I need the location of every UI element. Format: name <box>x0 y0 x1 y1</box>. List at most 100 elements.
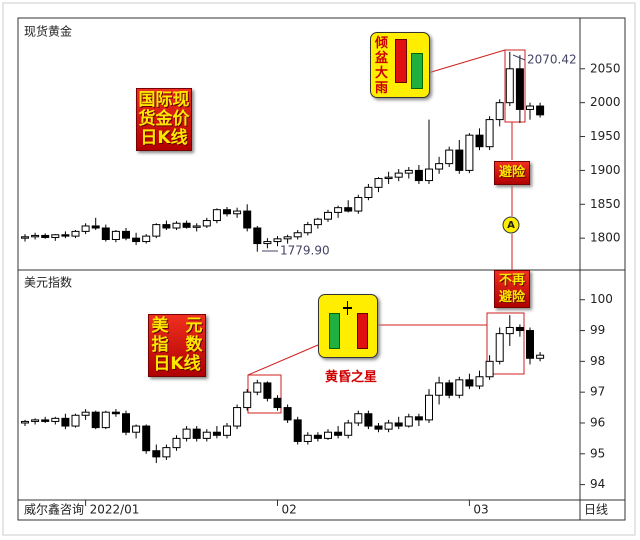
candle-body <box>526 105 534 110</box>
candle-body <box>61 417 70 427</box>
y-tick-label: 1950 <box>590 129 621 143</box>
candle-body <box>495 333 504 362</box>
candle-body <box>21 236 29 239</box>
candle-body <box>101 227 110 241</box>
candle-body <box>344 422 353 436</box>
candle-body <box>91 225 100 229</box>
y-tick-label: 97 <box>590 385 605 399</box>
candle-body <box>263 241 272 245</box>
candle-body <box>212 209 221 222</box>
candle-body <box>435 382 444 396</box>
period: 日线 <box>584 503 608 517</box>
price-annotation: 1779.90 <box>280 244 330 258</box>
rain-char: 大 <box>375 66 389 81</box>
candle-body <box>485 360 494 378</box>
candle-body <box>485 119 494 148</box>
candle-body <box>404 169 413 174</box>
candle-body <box>536 105 545 116</box>
candle-body <box>132 425 141 433</box>
y-tick-label: 95 <box>590 446 605 460</box>
candle-body <box>495 102 504 121</box>
candle-body <box>414 169 423 182</box>
label-line: 不再 <box>498 273 525 288</box>
candle-body <box>71 230 80 237</box>
rain-char: 倾 <box>375 36 389 51</box>
candle-body <box>101 411 110 429</box>
candle-body <box>354 413 363 424</box>
y-tick-label: 98 <box>590 354 605 368</box>
panel-title: 现货黄金 <box>24 24 72 39</box>
panel-title: 美元指数 <box>24 275 72 290</box>
candle-body <box>41 419 50 422</box>
candle-body <box>384 422 393 430</box>
label-line: 国际现 <box>138 90 190 110</box>
label-line: 日K线 <box>140 128 188 148</box>
candle-body <box>414 416 423 421</box>
annotation-leader <box>512 54 526 61</box>
candle-body <box>364 413 373 427</box>
candle-body <box>445 149 454 165</box>
y-tick-label: 94 <box>590 477 605 491</box>
candle-body <box>374 425 383 430</box>
candle-body <box>293 419 302 442</box>
callout-lines <box>247 49 526 414</box>
x-tick-label: 03 <box>473 503 488 517</box>
candle-body <box>111 230 120 241</box>
candle-body <box>324 431 332 439</box>
label-line: 美 元 <box>151 316 203 336</box>
candle-body <box>505 68 514 104</box>
candle-body <box>364 186 373 199</box>
candle-body <box>334 207 343 213</box>
x-tick-label: 02 <box>282 503 297 517</box>
candle-body <box>384 176 393 180</box>
candle-body <box>71 414 80 427</box>
candle-body <box>313 218 322 226</box>
candle-body <box>313 434 322 439</box>
dollar-label: 美 元 指 数 日K线 <box>148 314 206 377</box>
candle-body <box>223 209 231 215</box>
label-line: 货金价 <box>138 109 190 129</box>
candle-body <box>51 417 60 422</box>
candle-body <box>91 411 100 429</box>
candle-body <box>293 232 302 238</box>
candle-body <box>202 220 211 227</box>
candle-body <box>394 172 403 178</box>
candle-body <box>31 419 40 422</box>
candle-body <box>81 225 90 232</box>
candle-body <box>192 225 201 228</box>
candle-body <box>122 413 130 433</box>
candle-body <box>253 382 262 393</box>
candle-body <box>505 326 514 335</box>
candle-body <box>223 425 231 436</box>
candle-body <box>283 236 292 240</box>
candle-body <box>465 379 474 387</box>
candle-body <box>263 382 272 399</box>
candle-body <box>515 68 524 110</box>
candle-body <box>354 197 363 212</box>
label-line: 指 数 <box>151 335 203 355</box>
candle-body <box>334 431 343 436</box>
candle-body <box>152 450 161 458</box>
candle-body <box>122 230 130 239</box>
no-safe-haven: 不再 避险 <box>494 270 530 308</box>
candle-body <box>303 224 312 234</box>
candle-body <box>162 447 171 458</box>
candle-body <box>283 407 292 421</box>
candle-body <box>374 178 383 188</box>
candle-body <box>182 222 191 228</box>
rain-char: 盆 <box>375 51 389 66</box>
candle-body <box>425 394 433 421</box>
candle-body <box>192 428 201 439</box>
candle-body <box>202 431 211 439</box>
label-line: 避险 <box>498 165 525 180</box>
plot-frame <box>17 17 626 521</box>
frame <box>2 2 636 536</box>
candle-body <box>404 416 413 427</box>
gold-label: 国际现 货金价 日K线 <box>136 88 192 151</box>
candle-body <box>142 425 151 452</box>
y-tick-label: 1800 <box>590 231 621 245</box>
label-line: 避险 <box>498 290 525 305</box>
candle-body <box>445 382 454 396</box>
candle-body <box>81 411 90 416</box>
